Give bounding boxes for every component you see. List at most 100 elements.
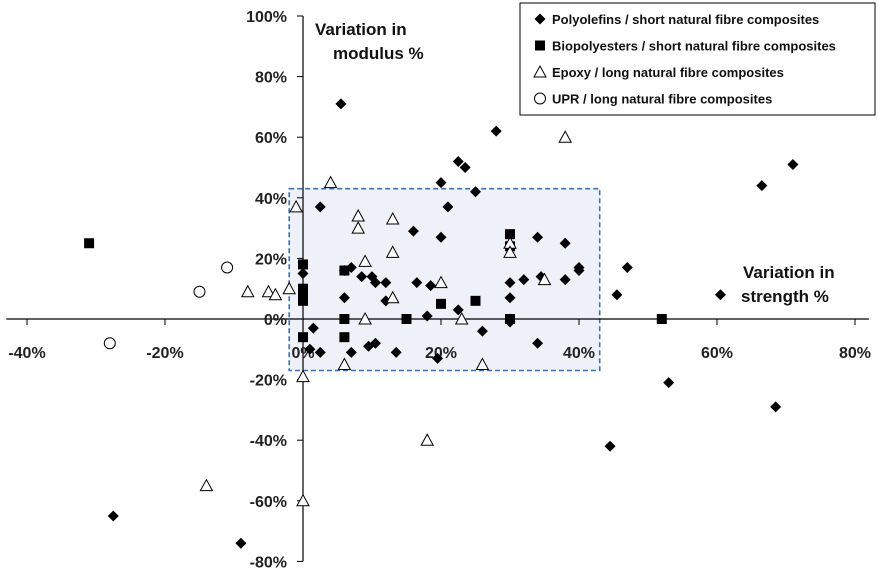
diamond-data-point [604,440,616,452]
diamond-data-point [756,180,768,192]
triangle-data-point [503,245,517,258]
diamond-data-point [356,271,368,283]
tick-labels: -40% -20% 0% 20% 40% 60% 80%100%80%60%40%20%0%… [8,9,871,571]
triangle-data-point [199,478,214,492]
diamond-data-point [532,337,544,349]
y-tick-label: -20% [250,373,287,390]
y-tick-label: 100% [246,9,287,26]
triangle-data-point [385,211,400,225]
diamond-data-point [435,231,447,243]
triangle-data-point [351,221,366,234]
x-tick-label: 60% [701,345,733,362]
diamond-data-point [297,268,309,280]
diamond-data-point [407,225,419,237]
diamond-data-point [787,158,799,170]
diamond-data-point [452,155,464,167]
y-tick-label: 40% [255,191,287,208]
triangle-data-point [454,311,469,325]
triangle-data-point [385,245,400,258]
legend-circle-icon [534,92,546,105]
circle-data-point [221,261,234,274]
y-tick-label: -80% [250,554,287,571]
diamond-data-point [459,162,471,173]
triangle-data-point [296,493,310,507]
triangle-data-point [434,275,448,289]
diamond-data-point [335,98,347,110]
y-tick-label: -60% [250,494,287,511]
diamond-data-point [390,346,402,358]
x-tick-label: -20% [146,345,183,362]
x-tick-label: 40% [563,345,595,362]
diamond-data-point [490,125,502,137]
legend-label: Biopolyesters / short natural fibre comp… [552,39,836,54]
diamond-data-point [107,510,119,522]
square-data-point [656,314,667,324]
triangle-data-point [323,175,338,189]
square-data-point [298,332,308,343]
x-axis-title-line2: strength % [741,287,829,306]
y-tick-label: 60% [255,130,287,147]
y-tick-label: 80% [255,70,287,87]
diamond-data-point [470,186,481,198]
legend-label: UPR / long natural fibre composites [552,92,772,107]
diamond-data-point [307,322,319,334]
y-axis-title-line2: modulus % [333,44,424,63]
data-markers [84,98,799,549]
diamond-data-point [435,177,447,189]
square-data-point [436,298,446,309]
y-tick-label: -40% [250,433,287,450]
diamond-data-point [611,289,623,301]
triangle-data-point [261,284,276,298]
legend-triangle-icon [533,64,547,78]
y-tick-label: 20% [255,251,287,268]
diamond-data-point [314,201,326,213]
y-axis-title-line1: Variation in [315,20,407,39]
triangle-data-point [351,208,366,222]
diamond-data-point [369,277,381,289]
diamond-data-point [338,292,350,304]
triangle-data-point [558,130,573,143]
square-data-point [298,295,308,306]
triangle-data-point [282,281,297,295]
square-data-point [505,314,515,324]
triangle-data-point [385,290,400,304]
square-data-point [84,238,95,249]
triangle-data-point [475,357,490,370]
diamond-data-point [476,325,488,337]
triangle-data-point [337,357,352,370]
legend-label: Epoxy / long natural fibre composites [552,65,784,80]
square-data-point [339,265,350,276]
diamond-data-point [532,231,544,243]
diamond-data-point [432,352,444,364]
y-tick-label: 0% [264,312,287,329]
triangle-data-point [358,311,372,325]
diamond-data-point [573,265,585,277]
diamond-data-point [380,295,392,307]
square-data-point [470,295,481,306]
diamond-data-point [314,346,326,358]
legend-square-icon [535,40,545,51]
triangle-data-point [240,284,255,298]
diamond-data-point [345,346,357,358]
diamond-data-point [235,537,247,549]
square-data-point [505,229,515,240]
circle-data-point [193,285,206,298]
diamond-data-point [559,237,571,249]
diamond-data-point [442,201,454,213]
legend-label: Polyolefins / short natural fibre compos… [552,12,819,27]
square-data-point [298,283,308,294]
square-data-point [339,332,350,343]
x-axis-title-line1: Variation in [743,263,835,282]
triangle-data-point [537,272,552,286]
diamond-data-point [504,277,516,289]
legend-box [519,2,876,116]
highlight-region [288,187,601,372]
diamond-data-point [452,304,464,316]
square-data-point [298,289,308,300]
diamond-data-point [421,310,433,322]
square-data-point [401,314,412,324]
triangle-data-point [268,287,283,301]
triangle-data-point [420,433,435,446]
x-tick-label: 80% [839,345,871,362]
diamond-data-point [411,277,423,289]
